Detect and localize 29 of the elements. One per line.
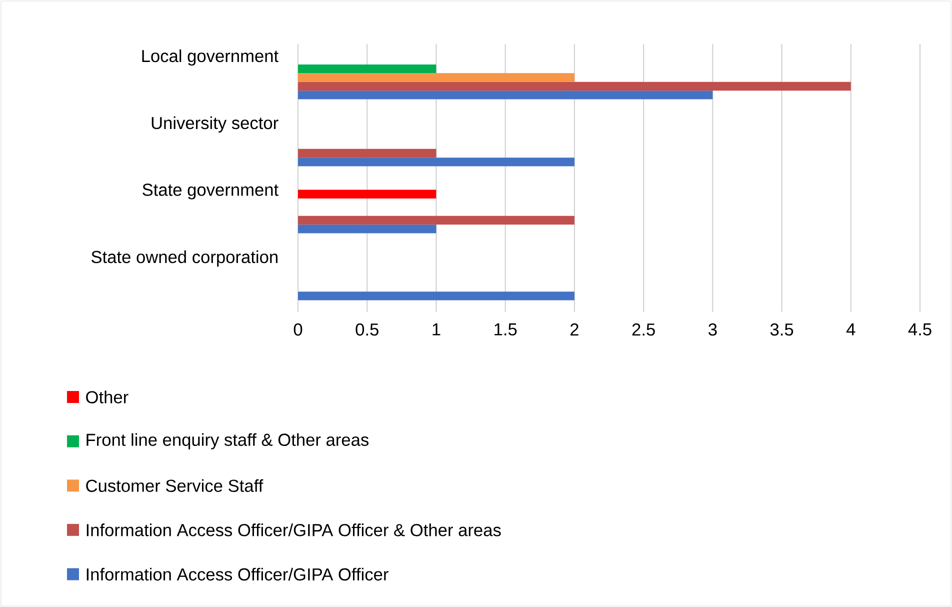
bar xyxy=(298,292,574,300)
legend-label: Information Access Officer/GIPA Officer xyxy=(86,568,388,581)
x-tick-label: 0 xyxy=(294,323,302,336)
y-tick-label: Local government xyxy=(142,49,278,66)
bar xyxy=(298,82,851,91)
legend-label: Customer Service Staff xyxy=(86,479,264,492)
legend-label: Other xyxy=(86,390,128,404)
bar xyxy=(298,190,436,198)
bar xyxy=(298,64,436,74)
bar xyxy=(298,148,436,158)
bar xyxy=(298,216,574,225)
legend-label: Information Access Officer/GIPA Officer & Other areas xyxy=(86,524,501,536)
x-tick-label: 1 xyxy=(432,323,440,336)
y-tick-label: State government xyxy=(142,184,278,200)
bar xyxy=(298,224,436,234)
x-tick-label: 3.5 xyxy=(770,323,794,336)
x-tick-label: 2.5 xyxy=(632,323,655,336)
x-tick-label: 3 xyxy=(708,323,717,336)
bar xyxy=(298,90,713,100)
x-tick-label: 2 xyxy=(570,323,578,336)
bar xyxy=(298,158,574,166)
x-tick-label: 4 xyxy=(846,323,856,336)
bar xyxy=(298,73,574,82)
legend-label: Front line enquiry staff & Other areas xyxy=(86,433,369,450)
x-tick-label: 1.5 xyxy=(494,323,517,336)
x-tick-label: 4.5 xyxy=(908,323,932,336)
y-tick-label: University sector xyxy=(152,116,278,133)
x-tick-label: 0.5 xyxy=(356,323,378,336)
y-tick-label: State owned corporation xyxy=(92,250,278,267)
